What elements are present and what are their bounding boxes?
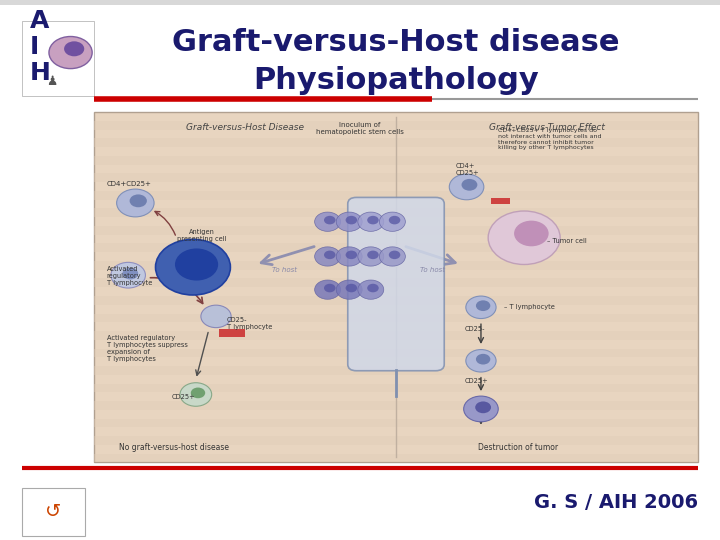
Text: CD25-: CD25- <box>464 326 485 332</box>
Bar <box>94 156 698 165</box>
Bar <box>94 314 698 322</box>
Text: ↺: ↺ <box>45 502 61 521</box>
Circle shape <box>336 247 362 266</box>
Circle shape <box>488 211 560 265</box>
Text: CD25+: CD25+ <box>172 394 195 400</box>
Circle shape <box>49 37 92 69</box>
Circle shape <box>476 300 490 311</box>
Circle shape <box>130 194 147 207</box>
Circle shape <box>475 401 491 413</box>
Text: Antigen
presenting cell: Antigen presenting cell <box>177 228 226 241</box>
Circle shape <box>111 262 145 288</box>
Bar <box>94 348 698 357</box>
Text: G. S / AIH 2006: G. S / AIH 2006 <box>534 493 698 512</box>
Circle shape <box>389 251 400 259</box>
Circle shape <box>514 221 549 246</box>
Circle shape <box>379 247 405 266</box>
Bar <box>94 383 698 393</box>
Bar <box>94 418 698 427</box>
Bar <box>94 279 698 287</box>
Circle shape <box>367 284 379 292</box>
Circle shape <box>462 179 477 191</box>
Bar <box>94 296 698 305</box>
Circle shape <box>315 212 341 231</box>
Bar <box>94 366 698 375</box>
Bar <box>94 226 698 235</box>
Text: Graft-versus-Host Disease: Graft-versus-Host Disease <box>186 123 304 132</box>
Bar <box>219 329 245 337</box>
Circle shape <box>449 174 484 200</box>
Circle shape <box>346 216 357 225</box>
Circle shape <box>336 280 362 299</box>
Bar <box>94 112 698 462</box>
Text: No graft-versus-host disease: No graft-versus-host disease <box>120 443 229 453</box>
Bar <box>22 21 94 96</box>
Bar <box>94 436 698 445</box>
Text: CD4+
CD25+: CD4+ CD25+ <box>456 163 480 177</box>
Text: To host: To host <box>420 267 444 273</box>
Text: Graft-versus-Tumor Effect: Graft-versus-Tumor Effect <box>490 123 605 132</box>
Circle shape <box>64 42 84 56</box>
Bar <box>22 488 85 536</box>
Text: Graft-versus-Host disease
Physiopathology: Graft-versus-Host disease Physiopatholog… <box>172 28 620 95</box>
Circle shape <box>117 189 154 217</box>
Circle shape <box>315 280 341 299</box>
Circle shape <box>324 284 336 292</box>
Bar <box>94 454 698 462</box>
Circle shape <box>379 212 405 231</box>
Bar <box>94 401 698 410</box>
Bar <box>94 121 698 130</box>
Circle shape <box>324 251 336 259</box>
Text: – Tumor cell: – Tumor cell <box>547 239 587 245</box>
Text: To host: To host <box>272 267 297 273</box>
Circle shape <box>464 396 498 422</box>
Circle shape <box>122 268 138 280</box>
Text: CD4+CD25+: CD4+CD25+ <box>107 181 151 187</box>
Bar <box>94 244 698 252</box>
Text: CD25+: CD25+ <box>464 377 488 383</box>
Text: Activated regulatory
T lymphocytes suppress
expansion of
T lymphocytes: Activated regulatory T lymphocytes suppr… <box>107 335 187 362</box>
FancyBboxPatch shape <box>348 198 444 371</box>
Circle shape <box>466 349 496 372</box>
Text: – T lymphocyte: – T lymphocyte <box>504 305 555 310</box>
Circle shape <box>466 296 496 319</box>
Bar <box>94 138 698 147</box>
Circle shape <box>201 305 231 328</box>
Bar <box>491 198 510 204</box>
Circle shape <box>336 212 362 231</box>
Text: A
I
H: A I H <box>30 9 51 85</box>
Circle shape <box>367 251 379 259</box>
Bar <box>94 261 698 269</box>
Text: Activated
regulatory
T lymphocyte: Activated regulatory T lymphocyte <box>107 266 152 286</box>
Text: CD4+CD25+ T lymphocytes do
not interact with tumor cells and
therefore cannot in: CD4+CD25+ T lymphocytes do not interact … <box>498 128 602 151</box>
Bar <box>94 191 698 200</box>
Circle shape <box>346 284 357 292</box>
Circle shape <box>180 383 212 406</box>
Circle shape <box>358 212 384 231</box>
Text: Destruction of tumor: Destruction of tumor <box>478 443 559 453</box>
Circle shape <box>367 216 379 225</box>
Bar <box>94 208 698 217</box>
Bar <box>94 173 698 182</box>
Circle shape <box>175 248 218 281</box>
Circle shape <box>191 388 205 398</box>
Circle shape <box>476 354 490 364</box>
Circle shape <box>324 216 336 225</box>
Circle shape <box>358 247 384 266</box>
Circle shape <box>315 247 341 266</box>
Bar <box>94 331 698 340</box>
Text: ♟: ♟ <box>46 75 58 87</box>
Circle shape <box>358 280 384 299</box>
Text: Inoculum of
hematopoietic stem cells: Inoculum of hematopoietic stem cells <box>316 122 404 134</box>
Circle shape <box>156 239 230 295</box>
Circle shape <box>389 216 400 225</box>
Circle shape <box>346 251 357 259</box>
Text: CD25-
T lymphocyte: CD25- T lymphocyte <box>227 317 272 330</box>
